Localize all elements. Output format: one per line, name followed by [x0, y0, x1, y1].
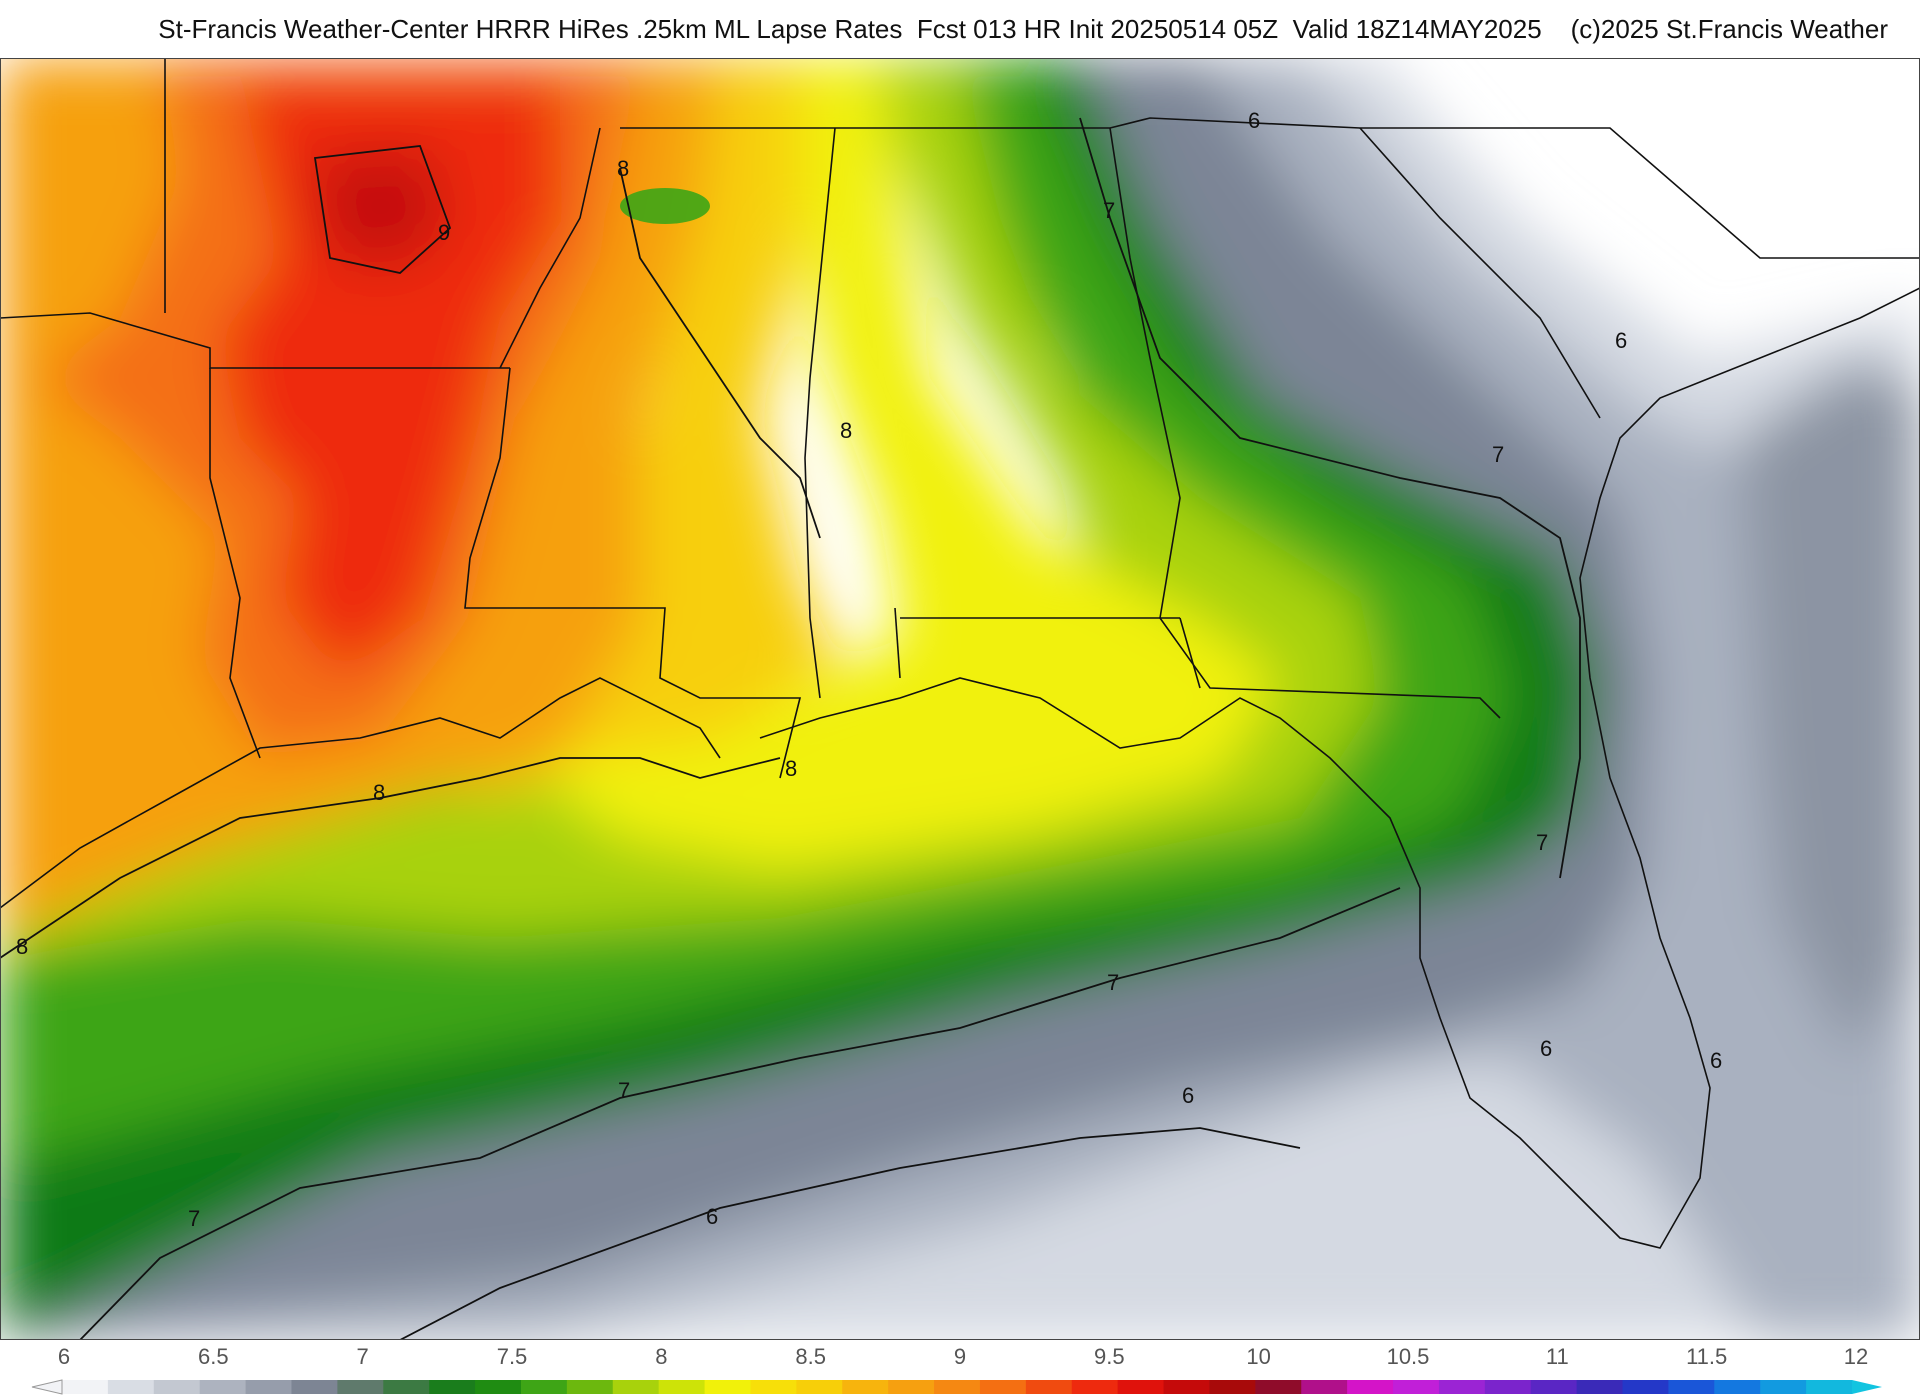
colorbar-swatch [1576, 1380, 1624, 1394]
colorbar-swatch [1484, 1380, 1532, 1394]
contour-label-6-gulf: 6 [1182, 1083, 1194, 1108]
colorbar-tick-label: 10.5 [1387, 1344, 1430, 1369]
colorbar-arrow-low [31, 1379, 63, 1395]
lapse-rate-field [0, 58, 1920, 1340]
colorbar-swatch [1163, 1380, 1210, 1394]
field-grey-atlantic [1740, 358, 1920, 1058]
colorbar-swatch [796, 1380, 843, 1394]
colorbar-swatch [199, 1380, 247, 1394]
colorbar-swatch [1347, 1380, 1394, 1394]
colorbar-tick-label: 7 [357, 1344, 369, 1369]
contour-labels: 6 6 6 6 6 6 7 7 7 7 7 7 8 8 8 8 8 9 [16, 108, 1722, 1231]
contour-6-south [399, 1127, 1301, 1340]
colorbar-swatch [566, 1380, 614, 1394]
colorbar-swatch [1760, 1380, 1807, 1394]
field-yellow [540, 58, 1280, 868]
colorbar-tick-label: 9 [954, 1344, 966, 1369]
colorbar-tick-label: 10 [1246, 1344, 1270, 1369]
contour-label-7-west: 7 [188, 1206, 200, 1231]
field-green-blob [620, 188, 710, 224]
contour-label-7-georgia: 7 [1492, 442, 1504, 467]
colorbar-swatch [520, 1380, 568, 1394]
contour-label-7-gulf: 7 [1107, 970, 1119, 995]
colorbar-swatch [1806, 1380, 1853, 1394]
colorbar-swatch [979, 1380, 1027, 1394]
colorbar-swatch [1393, 1380, 1440, 1394]
colorbar-swatch [658, 1380, 706, 1394]
lapse-rate-map: 6 6 6 6 6 6 7 7 7 7 7 7 8 8 8 8 8 9 [0, 58, 1920, 1340]
contour-label-6-florida: 6 [1540, 1036, 1552, 1061]
contour-7-east [1079, 117, 1581, 879]
colorbar-swatch [750, 1380, 797, 1394]
colorbar-tick-label: 12 [1844, 1344, 1868, 1369]
colorbar-swatch [245, 1380, 292, 1394]
field-dark-red [310, 148, 450, 268]
contour-label-8-coast: 8 [785, 756, 797, 781]
colorbar-swatch [888, 1380, 935, 1394]
contour-label-8-north: 8 [617, 156, 629, 181]
colorbar-swatch [1714, 1380, 1761, 1394]
contour-label-8-louisiana: 8 [373, 780, 385, 805]
colorbar-swatch [475, 1380, 522, 1394]
colorbar-tick-label: 6 [58, 1344, 70, 1369]
colorbar-swatch [1530, 1380, 1578, 1394]
colorbar-swatch [1209, 1380, 1256, 1394]
colorbar-swatch [291, 1380, 338, 1394]
map-title: St-Francis Weather-Center HRRR HiRes .25… [158, 13, 1888, 44]
contour-7-south [79, 887, 1401, 1340]
colorbar-swatches [31, 1379, 1882, 1395]
colorbar-swatch [1438, 1380, 1486, 1394]
colorbar-tick-label: 8.5 [795, 1344, 826, 1369]
colorbar-swatch [1255, 1380, 1302, 1394]
colorbar-tick-label: 8 [655, 1344, 667, 1369]
colorbar: 6 6.5 7 7.5 8 8.5 9 9.5 10 10.5 11 11.5 12 [31, 1344, 1882, 1395]
colorbar-swatch [153, 1380, 201, 1394]
contour-lines [0, 117, 1581, 1340]
colorbar-swatch [612, 1380, 660, 1394]
colorbar-tick-label: 7.5 [497, 1344, 528, 1369]
contour-9 [313, 145, 452, 274]
contour-label-8-mississippi: 8 [840, 418, 852, 443]
colorbar-arrow-high [1852, 1380, 1882, 1394]
coastlines [0, 127, 1920, 1249]
colorbar-swatch [429, 1380, 476, 1394]
contour-label-6-north: 6 [1248, 108, 1260, 133]
colorbar-swatch [704, 1380, 751, 1394]
contour-label-7-north: 7 [1103, 198, 1115, 223]
colorbar-swatch [1025, 1380, 1073, 1394]
colorbar-tick-label: 6.5 [198, 1344, 229, 1369]
state-boundaries [0, 58, 1920, 779]
colorbar-swatch [107, 1380, 155, 1394]
colorbar-swatch [934, 1380, 981, 1394]
field-red [220, 78, 560, 678]
contour-8-west [0, 757, 781, 959]
colorbar-tick-label: 11.5 [1686, 1344, 1727, 1369]
colorbar-swatch [1622, 1380, 1669, 1394]
colorbar-swatch [1071, 1380, 1119, 1394]
colorbar-swatch [1301, 1380, 1348, 1394]
contour-label-6-south: 6 [706, 1204, 718, 1229]
colorbar-swatch [383, 1380, 430, 1394]
colorbar-swatch [1668, 1380, 1715, 1394]
contour-label-8-texas: 8 [16, 934, 28, 959]
contour-label-7-mid: 7 [618, 1078, 630, 1103]
contour-8-north [619, 167, 821, 539]
colorbar-swatch [1117, 1380, 1165, 1394]
colorbar-swatch [62, 1380, 109, 1394]
contour-label-6-atlantic: 6 [1710, 1048, 1722, 1073]
colorbar-swatch [337, 1380, 384, 1394]
colorbar-tick-label: 11 [1546, 1344, 1569, 1369]
colorbar-tick-label: 9.5 [1094, 1344, 1125, 1369]
colorbar-swatch [842, 1380, 889, 1394]
contour-label-7-florida: 7 [1536, 830, 1548, 855]
contour-label-6-carolina: 6 [1615, 328, 1627, 353]
contour-label-9: 9 [438, 220, 450, 245]
colorbar-tick-labels: 6 6.5 7 7.5 8 8.5 9 9.5 10 10.5 11 11.5 12 [58, 1344, 1868, 1369]
